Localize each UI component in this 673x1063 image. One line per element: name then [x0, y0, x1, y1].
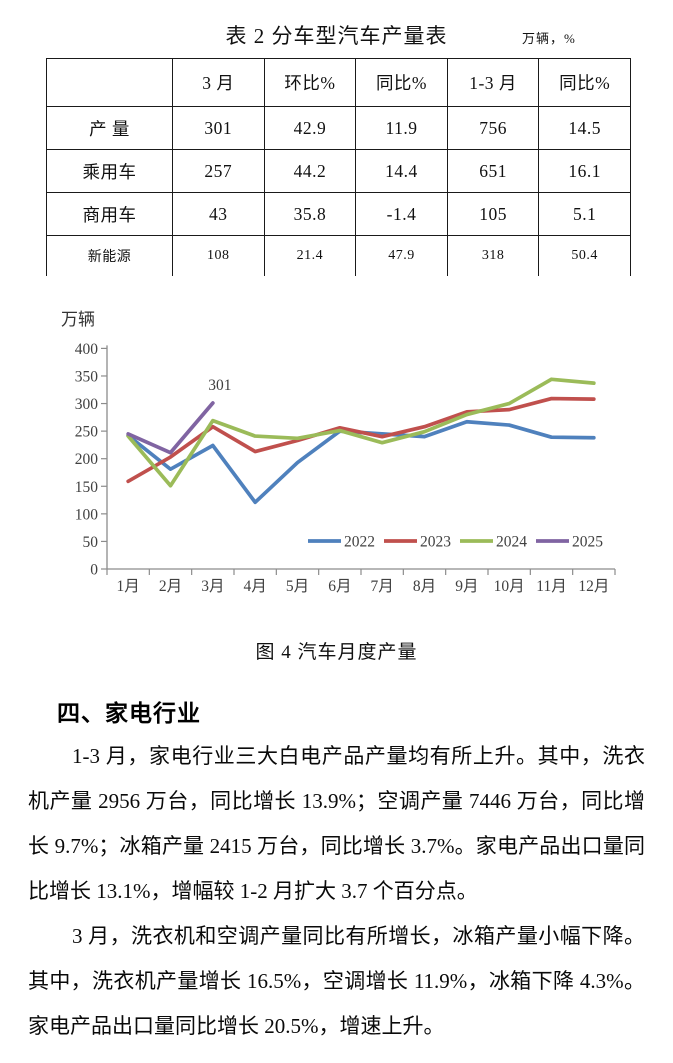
table-row: 商用车 43 35.8 -1.4 105 5.1 — [46, 192, 631, 236]
figure-caption: 图 4 汽车月度产量 — [255, 642, 418, 663]
table-row: 新能源 108 21.4 47.9 318 50.4 — [46, 235, 631, 276]
chart-container: 0 50 100 150 200 250 300 350 400 1月 2月 3月 4月 5月 6月 7月 8月… — [0, 300, 673, 600]
data-label: 301 — [208, 377, 231, 394]
y-axis-label: 300 — [75, 396, 99, 413]
table-row: 产 量 301 42.9 11.9 756 14.5 — [46, 106, 631, 150]
chart-line-2024 — [126, 377, 596, 488]
y-axis-label: 250 — [75, 424, 99, 441]
production-table-body: 3 月环比% 同比% 1-3 月同比% 产 量 301 42.9 11.9 756 14.5 乘用… — [46, 58, 631, 276]
paragraph: 1-3 月，家电行业三大白电产品产量均有所上升。其中，洗衣机产量 2956 万台… — [28, 744, 645, 903]
table-cell: 108 — [172, 235, 265, 276]
table-cell: 44.2 — [263, 149, 357, 193]
table-header-cell: 3 月 — [172, 58, 265, 107]
table-title-row: 表 2 分车型汽车产量表 万辆，% — [0, 20, 673, 48]
month-axis-label: 5月 — [286, 578, 309, 595]
table-cell: 651 — [446, 149, 540, 193]
y-axis-label: 100 — [75, 506, 99, 523]
production-chart: 0 50 100 150 200 250 300 350 400 1月 2月 3月 4月 5月 6月 7月 8月… — [75, 341, 616, 595]
table-cell: 43 — [172, 192, 265, 236]
table-header-row: 3 月环比% 同比% 1-3 月同比% — [46, 58, 631, 107]
table-header-cell: 同比% — [355, 58, 448, 107]
legend-label-2023: 2023 — [420, 534, 451, 551]
table-cell: 21.4 — [263, 235, 357, 276]
table-cell: 11.9 — [355, 106, 448, 150]
y-axis-label: 0 — [90, 562, 98, 579]
table-cell: 257 — [172, 149, 265, 193]
table-cell: 35.8 — [263, 192, 357, 236]
month-axis-label: 4月 — [244, 578, 267, 595]
row-label-cell: 乘用车 — [46, 149, 173, 193]
chart-line-2023 — [126, 396, 596, 484]
row-label-cell: 新能源 — [46, 235, 173, 276]
y-axis-label: 350 — [75, 368, 99, 385]
y-axis-label: 50 — [83, 534, 99, 551]
table-cell: 50.4 — [538, 235, 631, 276]
table-cell: 301 — [172, 106, 265, 150]
section-heading: 四、家电行业 — [57, 700, 201, 726]
production-table: 3 月环比% 同比% 1-3 月同比% 产 量 301 42.9 11.9 756 14.5 乘用… — [46, 58, 631, 276]
table-cell: 42.9 — [263, 106, 357, 150]
table-row: 乘用车 257 44.2 14.4 651 16.1 — [46, 149, 631, 193]
table-cell: 14.5 — [538, 106, 631, 150]
table-cell: 47.9 — [355, 235, 448, 276]
y-axis-label: 150 — [75, 479, 99, 496]
month-axis-label: 1月 — [117, 578, 140, 595]
month-axis-label: 6月 — [328, 578, 351, 595]
table-cell: 14.4 — [355, 149, 448, 193]
y-axis-label: 200 — [75, 451, 99, 468]
table-header-cell: 环比% — [263, 58, 357, 107]
month-axis-label: 8月 — [413, 578, 436, 595]
month-axis-label: 12月 — [578, 578, 609, 595]
month-axis-label: 3月 — [201, 578, 224, 595]
table-header-cell: 同比% — [538, 58, 631, 107]
legend-label-2022: 2022 — [344, 534, 375, 551]
row-label-cell: 产 量 — [46, 106, 173, 150]
table-header-cell — [46, 58, 173, 107]
legend-label-2024: 2024 — [496, 534, 527, 551]
legend-label-2025: 2025 — [572, 534, 603, 551]
month-axis-label: 10月 — [494, 578, 525, 595]
month-axis-label: 7月 — [371, 578, 394, 595]
table-unit-label: 万辆，% — [522, 31, 576, 46]
table-cell: 318 — [446, 235, 540, 276]
table-cell: -1.4 — [355, 192, 448, 236]
body-text: 1-3 月，家电行业三大白电产品产量均有所上升。其中，洗衣机产量 2956 万台… — [28, 734, 645, 1049]
month-axis-label: 11月 — [536, 578, 566, 595]
chart-line-2025 — [126, 401, 215, 455]
table-header-cell: 1-3 月 — [446, 58, 540, 107]
paragraph: 3 月，洗衣机和空调产量同比有所增长，冰箱产量小幅下降。其中，洗衣机产量增长 1… — [28, 924, 645, 1038]
table-cell: 756 — [446, 106, 540, 150]
table-cell: 16.1 — [538, 149, 631, 193]
row-label-cell: 商用车 — [46, 192, 173, 236]
chart-axis-unit-label: 万辆 — [61, 310, 95, 329]
month-axis-label: 9月 — [455, 578, 478, 595]
month-axis-label: 2月 — [159, 578, 182, 595]
table-cell: 5.1 — [538, 192, 631, 236]
y-axis-label: 400 — [75, 341, 99, 358]
table-cell: 105 — [446, 192, 540, 236]
table-title: 表 2 分车型汽车产量表 — [225, 24, 448, 48]
